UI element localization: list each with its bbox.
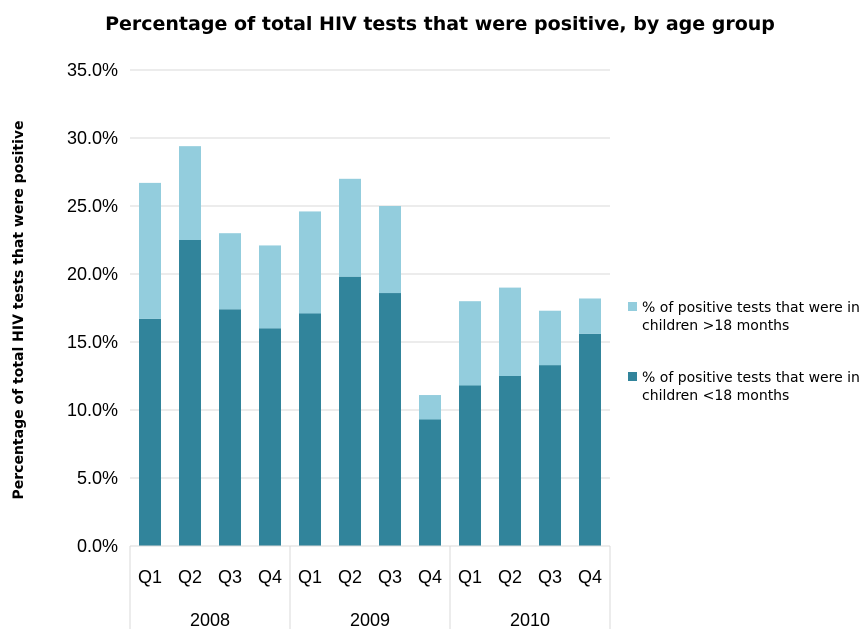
x-group-label: 2008 [190,610,230,629]
x-tick-label: Q2 [178,567,202,587]
bar-over-18-months [539,310,561,366]
y-tick-label: 35.0% [67,60,118,80]
gridlines [130,69,610,547]
x-tick-label: Q2 [498,567,522,587]
legend-label: % of positive tests that were in [642,300,860,316]
bar-over-18-months [499,287,521,376]
x-group-label: 2010 [510,610,550,629]
legend-label: % of positive tests that were in [642,370,860,386]
legend-label: children >18 months [642,318,789,334]
x-tick-label: Q4 [418,567,442,587]
bar-under-18-months [539,365,561,546]
bar-over-18-months [299,211,321,314]
x-tick-label: Q4 [258,567,282,587]
bar-under-18-months [379,293,401,546]
y-tick-label: 25.0% [67,196,118,216]
y-tick-label: 10.0% [67,400,118,420]
bar-under-18-months [499,376,521,546]
y-tick-label: 0.0% [77,536,118,556]
x-tick-label: Q3 [378,567,402,587]
bar-over-18-months [579,298,601,334]
x-tick-label: Q3 [218,567,242,587]
y-axis-title: Percentage of total HIV tests that were … [11,121,27,500]
bar-over-18-months [139,182,161,319]
y-tick-label: 20.0% [67,264,118,284]
y-tick-label: 15.0% [67,332,118,352]
bar-over-18-months [259,245,281,329]
x-tick-label: Q2 [338,567,362,587]
bar-under-18-months [419,419,441,546]
chart-title: Percentage of total HIV tests that were … [105,13,775,35]
bar-under-18-months [579,333,601,546]
bar-over-18-months [419,395,441,420]
x-tick-label: Q1 [298,567,322,587]
bar-over-18-months [459,301,481,386]
legend-swatch [628,302,637,311]
x-tick-label: Q3 [538,567,562,587]
x-tick-label: Q4 [578,567,602,587]
y-tick-labels: 0.0% 5.0% 10.0% 15.0% 20.0% 25.0% 30.0% 35.0% [67,60,118,556]
x-axis: Q1 Q2 Q3 Q4 Q1 Q2 Q3 Q4 Q1 Q2 Q3 Q4 2008 2009 2010 [129,545,611,629]
bar-over-18-months [339,178,361,277]
bar-over-18-months [379,206,401,294]
bar-under-18-months [259,328,281,546]
y-tick-label: 5.0% [77,468,118,488]
x-tick-label: Q1 [458,567,482,587]
x-group-label: 2009 [350,610,390,629]
legend-swatch [628,372,637,381]
bars [139,146,601,546]
bar-over-18-months [179,146,201,240]
bar-over-18-months [219,233,241,310]
bar-under-18-months [219,309,241,546]
bar-under-18-months [299,313,321,546]
bar-under-18-months [339,276,361,546]
bar-under-18-months [139,318,161,546]
y-tick-label: 30.0% [67,128,118,148]
bar-under-18-months [179,240,201,546]
bar-under-18-months [459,385,481,546]
legend-label: children <18 months [642,388,789,404]
x-tick-label: Q1 [138,567,162,587]
legend: % of positive tests that were in children… [628,300,860,404]
